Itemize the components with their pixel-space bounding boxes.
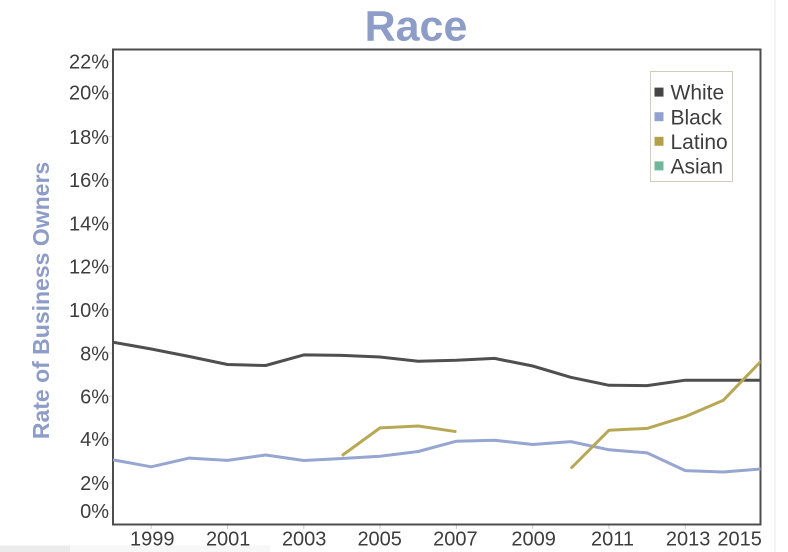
svg-text:16%: 16% [69,170,109,192]
svg-text:14%: 14% [69,213,109,235]
svg-text:2%: 2% [80,473,109,495]
svg-text:2003: 2003 [282,529,327,551]
svg-text:0%: 0% [80,501,109,523]
svg-text:Race: Race [365,2,468,50]
svg-text:10%: 10% [69,300,109,322]
svg-text:Black: Black [671,106,723,129]
svg-text:20%: 20% [69,83,109,105]
svg-text:6%: 6% [80,387,109,409]
svg-text:Latino: Latino [671,131,728,154]
svg-text:1999: 1999 [130,529,175,551]
svg-text:2013: 2013 [666,529,711,551]
svg-text:Asian: Asian [671,155,724,178]
svg-text:2011: 2011 [591,529,634,551]
svg-text:2007: 2007 [433,529,478,551]
svg-text:2005: 2005 [357,529,402,551]
svg-text:8%: 8% [80,343,109,365]
svg-text:2015: 2015 [717,529,762,551]
svg-text:2009: 2009 [511,529,556,551]
svg-text:4%: 4% [80,429,109,451]
svg-text:12%: 12% [69,257,109,279]
svg-text:22%: 22% [69,52,109,74]
svg-text:18%: 18% [69,127,109,149]
svg-text:White: White [671,82,725,105]
svg-text:Rate of Business Owners: Rate of Business Owners [28,162,54,439]
svg-text:2001: 2001 [206,529,251,551]
